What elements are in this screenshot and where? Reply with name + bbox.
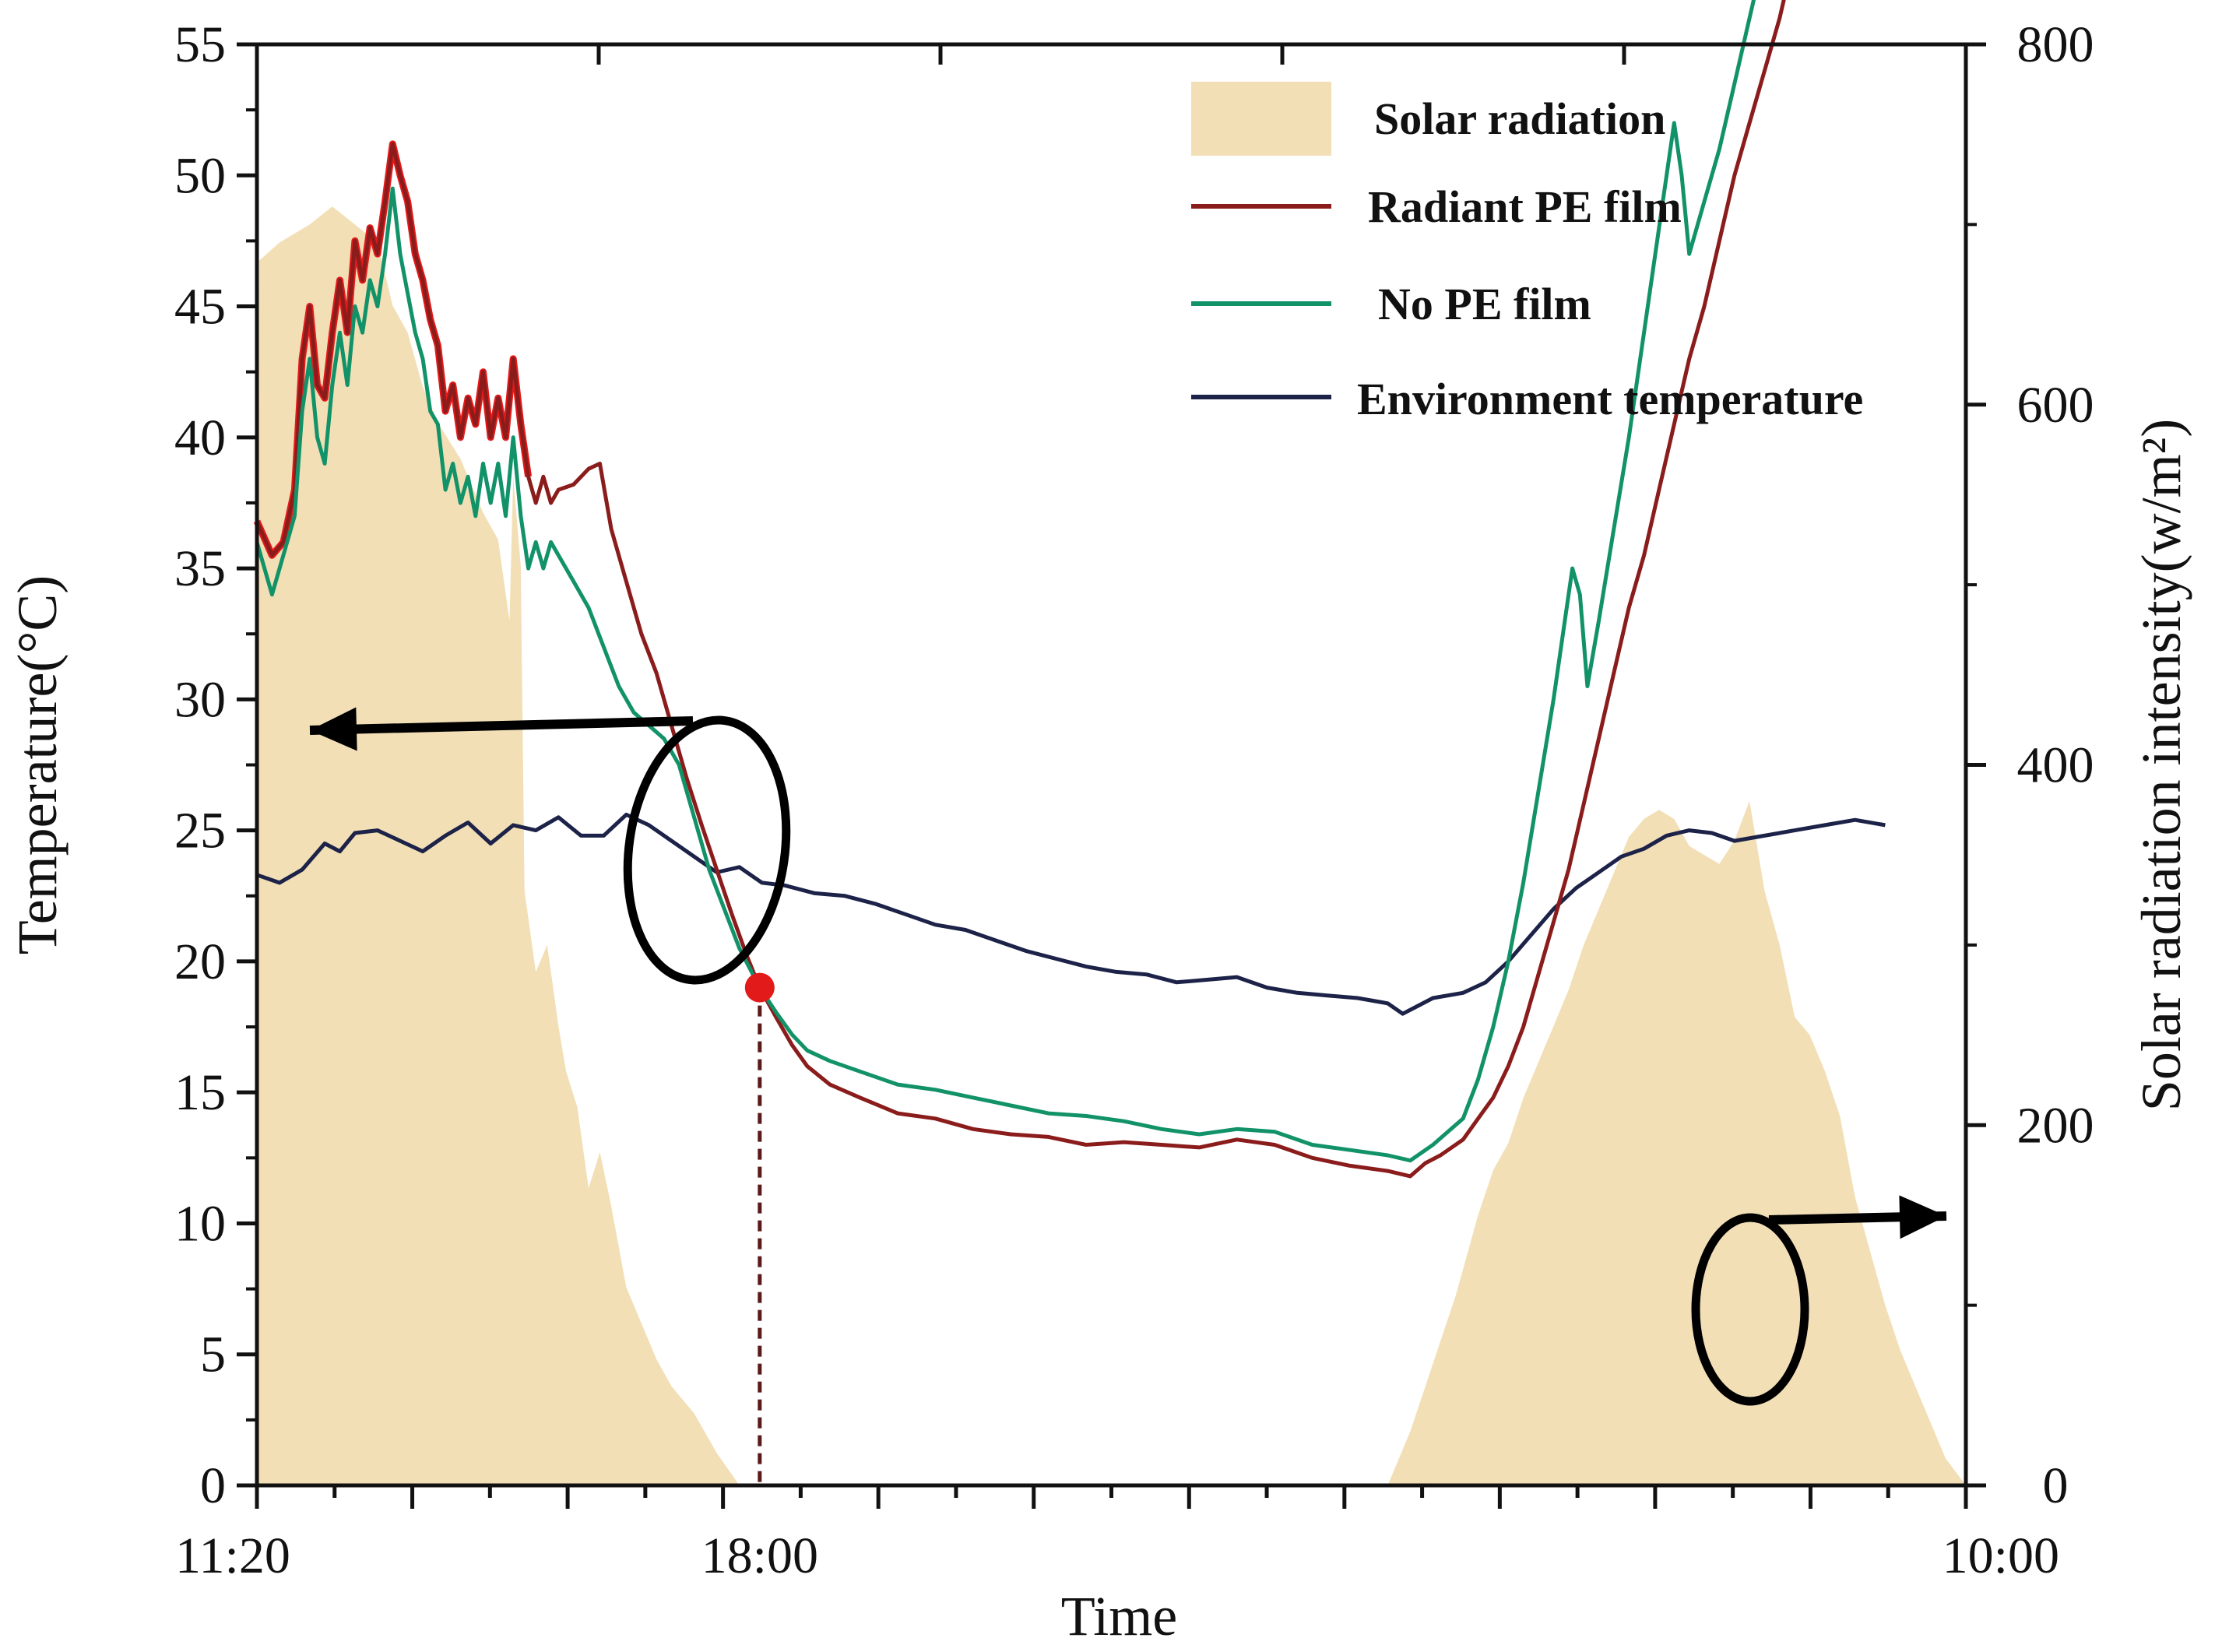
y2-tick-label: 600	[2017, 377, 2094, 434]
y-axis-title: Temperature(°C)	[6, 575, 69, 955]
annotation-ellipse-right	[1691, 1213, 1809, 1406]
y-tick-label: 35	[174, 540, 226, 597]
annotation-ellipse-left	[623, 715, 791, 985]
y-tick-label: 10	[174, 1195, 226, 1252]
axis-labels: Time Temperature(°C) Solar radiation inten…	[6, 419, 2192, 1647]
x-tick-label: 11:20	[175, 1527, 290, 1584]
y-tick-label: 20	[174, 933, 226, 990]
legend-swatch-solar-radiation	[1191, 82, 1331, 156]
plot-area	[253, 0, 1966, 1486]
y-tick-label: 50	[174, 147, 226, 204]
legend-label: Environment temperature	[1357, 374, 1863, 424]
y-tick-label: 45	[174, 279, 226, 336]
x-tick-label: 18:00	[701, 1527, 818, 1584]
x-tick-label: 10:00	[1943, 1527, 2059, 1584]
legend-label: No PE film	[1378, 279, 1591, 329]
y2-axis-title: Solar radiation intensity(w/m²)	[2130, 419, 2192, 1111]
y-tick-label: 25	[174, 803, 226, 859]
axes-frame: 0 5 10 15 20 25 30 35 40 45 50 55 0 200 400 600 800 11:20…	[174, 16, 2094, 1584]
annotation-arrow-right-head	[1899, 1195, 1946, 1239]
series-no-pe-film-line	[255, 0, 1756, 1163]
y-tick-label: 15	[174, 1064, 226, 1121]
y2-tick-label: 800	[2017, 16, 2094, 73]
y-tick-label: 5	[200, 1327, 226, 1383]
series-environment-temperature-line	[256, 812, 1886, 1016]
annotations	[309, 707, 1947, 1406]
y-tick-label: 55	[174, 16, 226, 73]
y2-tick-label: 200	[2017, 1097, 2094, 1154]
legend-label: Radiant PE film	[1368, 181, 1682, 232]
y-tick-label: 30	[174, 671, 226, 728]
y-tick-label: 0	[200, 1457, 226, 1514]
series-solar-radiation-area	[257, 206, 1966, 1486]
x-axis-title: Time	[1061, 1585, 1177, 1647]
annotation-arrow-left-head	[310, 707, 357, 751]
y-tick-label: 40	[174, 409, 226, 466]
y2-tick-label: 400	[2017, 737, 2094, 794]
legend: Solar radiation Radiant PE film No PE film…	[1191, 82, 1863, 424]
annotation-arrow-left-shaft	[309, 716, 694, 735]
y2-tick-label: 0	[2043, 1457, 2069, 1514]
legend-label: Solar radiation	[1374, 93, 1665, 144]
crossover-point-marker	[744, 972, 775, 1003]
